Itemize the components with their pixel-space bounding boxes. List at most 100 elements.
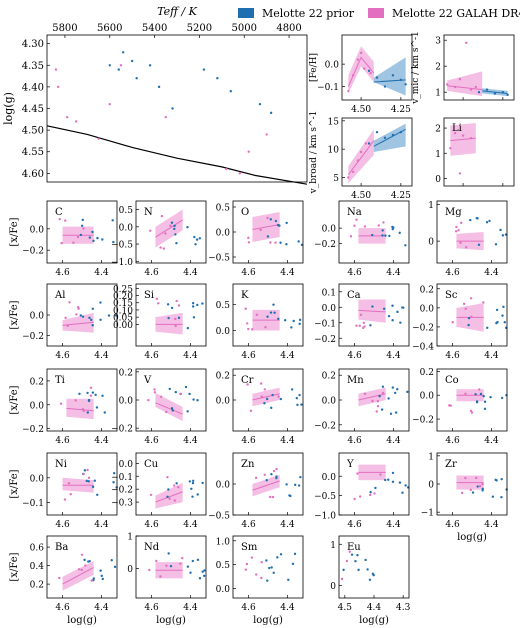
C-prior-point: [101, 238, 104, 241]
Na-galah-point: [353, 224, 356, 227]
Sm-galah-point: [244, 568, 248, 571]
Ni-xtick-label: 4.4: [94, 520, 109, 530]
K-prior-point: [298, 318, 302, 322]
Ti-label: Ti: [55, 375, 65, 386]
O-xtick-label: 4.4: [280, 268, 295, 278]
Al-galah-point: [75, 313, 78, 316]
C-galah-point: [72, 241, 75, 244]
Si-galah-point: [175, 299, 178, 303]
panel-Eu: 1 0 4.5 4.4 4.3 Eu log(g): [330, 535, 411, 626]
Cu-galah-point: [168, 497, 171, 500]
K-xtick-label: 4.4: [280, 351, 295, 361]
Ti-ytick-label: 0.0: [30, 401, 45, 411]
Sm-ytick-label: 0.5: [216, 561, 231, 571]
Nd-galah-point: [181, 556, 184, 560]
Cu-prior-point: [191, 495, 194, 498]
Eu-galah-point: [340, 577, 344, 581]
Ni-prior-point: [91, 485, 95, 489]
O-ytick-label: 0.5: [216, 204, 231, 214]
Nd-galah-point: [165, 564, 168, 567]
K-prior-point: [266, 315, 269, 318]
Sc-prior-point: [496, 320, 499, 324]
Na-galah-point: [377, 224, 380, 227]
Ca-prior-point: [391, 319, 394, 322]
Ti-prior-point: [91, 391, 95, 394]
vmic-galah-point: [465, 41, 468, 44]
vmic-galah-point: [469, 88, 473, 91]
Y-galah-point: [358, 495, 362, 498]
Mn-galah-point: [376, 404, 380, 408]
N-galah-point: [149, 229, 152, 232]
Nd-prior-point: [203, 569, 206, 572]
Al-label: Al: [54, 290, 65, 301]
Ba-galah-point: [84, 564, 87, 567]
kiel-prior-point: [122, 51, 125, 54]
Y-ytick-label: 0.0: [322, 473, 337, 483]
Cu-prior-point: [196, 493, 199, 496]
V-prior-point: [170, 407, 174, 410]
Zr-prior-point: [491, 495, 495, 498]
kiel-prior-point: [130, 59, 134, 63]
vbroad-galah-line: [347, 140, 375, 175]
panel-V: 0.2 0.0 −0.2 4.6 4.4 V: [111, 368, 207, 446]
vbroad-prior-point: [383, 136, 387, 140]
Cu-galah-point: [173, 499, 177, 502]
Nd-galah-point: [159, 575, 162, 578]
Nd-xlabel: log(g): [156, 615, 186, 626]
Al-prior-point: [79, 314, 82, 317]
Cr-prior-point: [270, 406, 273, 410]
C-prior-point: [81, 218, 84, 222]
kiel-ytick-label: 4.50: [22, 126, 44, 137]
Mg-galah-point: [454, 230, 458, 233]
vbroad-xtick-label: 4.25: [391, 191, 411, 201]
Y-galah-point: [379, 473, 382, 476]
Zn-prior-point: [285, 483, 288, 486]
Cu-prior-point: [166, 495, 169, 499]
V-prior-point: [188, 392, 191, 396]
Na-ytick-label: 0.0: [322, 225, 337, 235]
Cu-galah-point: [177, 485, 180, 489]
kiel-prior-point: [258, 102, 262, 106]
Nd-prior-point: [196, 558, 200, 562]
Zn-prior-point: [297, 484, 301, 487]
Sc-prior-point: [467, 316, 471, 320]
Sc-ytick-label: −0.4: [412, 343, 434, 353]
Al-prior-point: [114, 314, 118, 317]
Cu-ytick-label: −0.2: [111, 486, 133, 496]
Li-galah-point: [453, 131, 457, 135]
Co-ytick-label: 0.2: [420, 368, 434, 378]
C-ytick-label: 0.0: [30, 225, 45, 235]
kiel-prior-point: [202, 68, 206, 71]
Na-prior-point: [371, 233, 374, 237]
V-ytick-label: 0.0: [119, 397, 134, 407]
Ca-ytick-label: −0.1: [314, 319, 336, 329]
N-prior-point: [193, 235, 196, 239]
Si-prior-point: [167, 316, 170, 320]
Cu-galah-band: [155, 482, 183, 509]
kiel-prior-point: [157, 85, 161, 89]
Si-xtick-label: 4.4: [183, 351, 198, 361]
Al-prior-point: [90, 318, 93, 322]
vbroad-prior-point: [367, 142, 371, 145]
Cr-xtick-label: 4.6: [241, 436, 256, 446]
N-galah-point: [159, 246, 162, 249]
feh-prior-point: [404, 83, 407, 86]
legend-swatch-galah: [368, 8, 384, 18]
Na-prior-point: [384, 234, 387, 237]
N-xtick-label: 4.6: [144, 268, 159, 278]
Mg-prior-point: [469, 218, 472, 222]
Cr-ytick-label: 0.0: [216, 397, 231, 407]
vmic-ytick-label: 1: [435, 89, 441, 99]
V-galah-point: [159, 395, 163, 399]
feh-prior-point: [375, 76, 379, 79]
Sc-frame: [436, 283, 508, 347]
feh-galah-point: [347, 89, 350, 93]
kiel-xlabel: Teff / K: [157, 5, 197, 18]
Y-ytick-label: −1.0: [314, 512, 336, 522]
Zn-galah-point: [275, 467, 278, 471]
vmic-galah-point: [458, 78, 462, 81]
Zn-xtick-label: 4.6: [241, 520, 256, 530]
Cu-prior-point: [175, 482, 178, 485]
Ti-prior-point: [101, 394, 104, 397]
O-galah-point: [259, 228, 262, 232]
